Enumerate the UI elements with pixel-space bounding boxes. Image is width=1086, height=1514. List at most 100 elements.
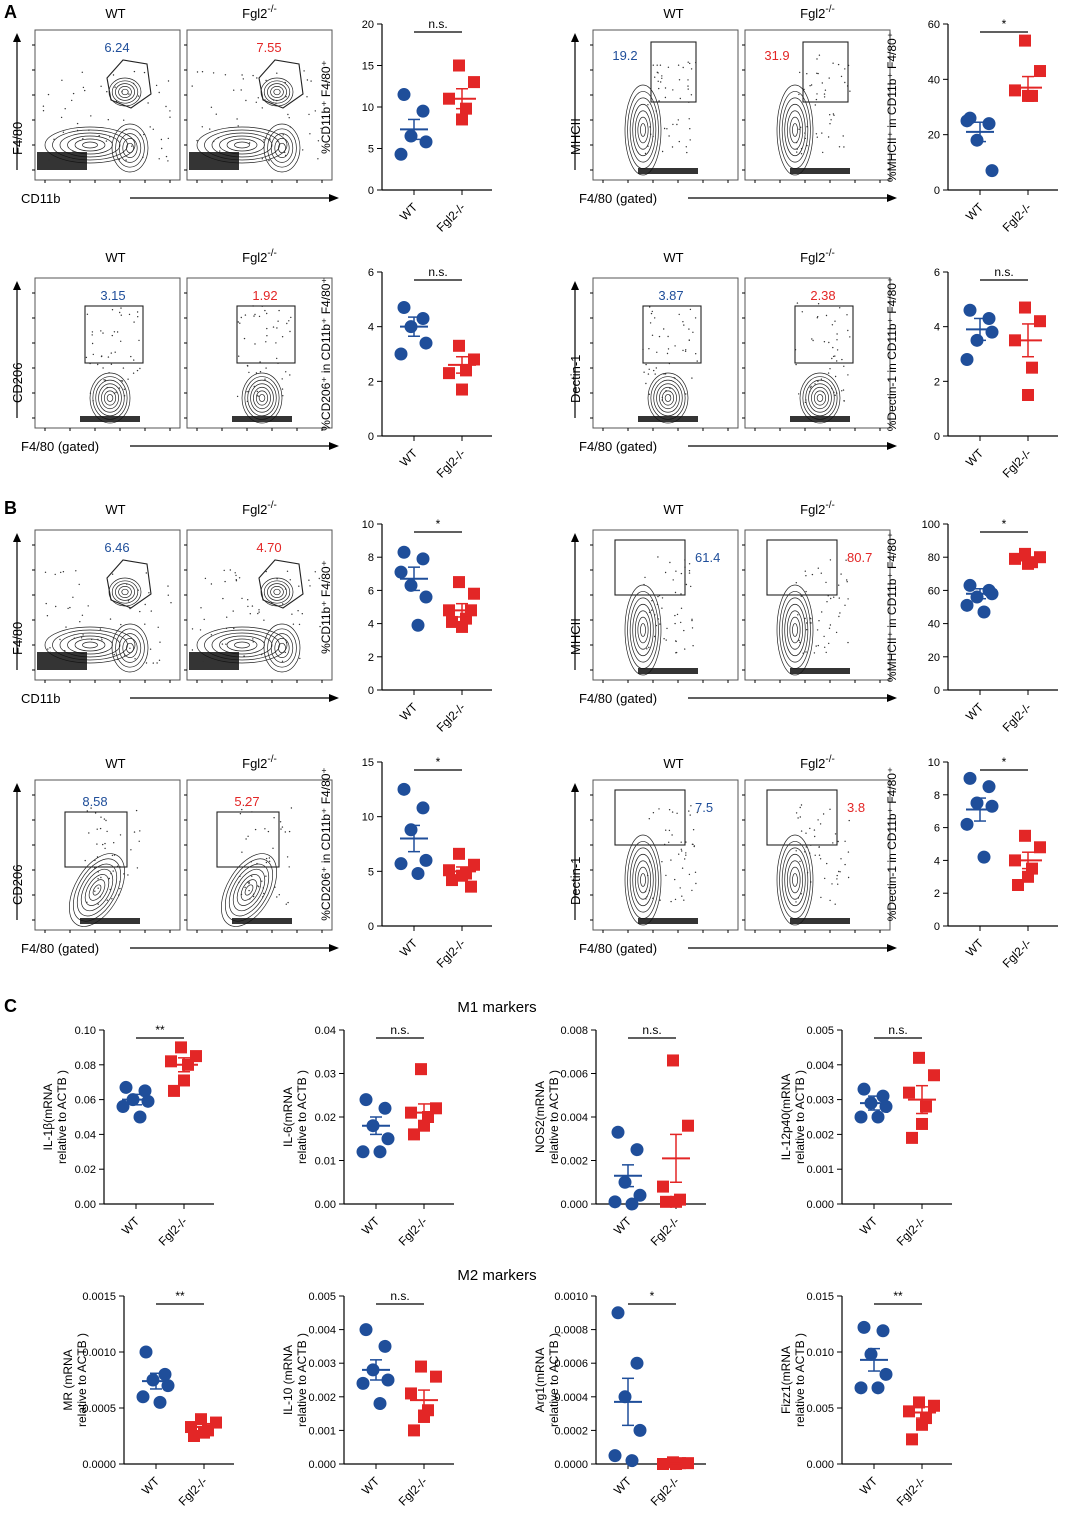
event-dot — [687, 79, 689, 81]
wt-data-point — [359, 1323, 373, 1337]
event-dot — [46, 615, 49, 617]
event-dot — [120, 307, 122, 309]
x-category-label: WT — [397, 700, 421, 724]
event-dot — [94, 812, 97, 814]
ko-data-point — [667, 1054, 679, 1067]
y-tick-label: 2 — [934, 888, 940, 900]
event-dot — [688, 810, 690, 812]
event-dot — [809, 85, 811, 87]
event-dot — [272, 99, 275, 101]
event-dot — [817, 567, 819, 569]
event-dot — [263, 619, 265, 621]
event-dot — [279, 821, 282, 823]
event-dot — [836, 360, 838, 362]
population-contour — [624, 84, 662, 176]
event-dot — [62, 131, 65, 133]
gate-percent-wt: 6.24 — [104, 40, 129, 55]
event-dot — [682, 321, 684, 323]
event-dot — [47, 648, 49, 650]
population-contour — [74, 138, 106, 152]
event-dot — [119, 887, 121, 890]
event-dot — [672, 123, 674, 126]
y-axis-label-line2: relative to ACTB ) — [547, 1070, 561, 1164]
event-dot — [668, 135, 670, 137]
event-dot — [201, 71, 204, 73]
x-axis-label: F4/80 (gated) — [579, 691, 657, 706]
ko-data-point — [657, 1180, 669, 1193]
event-dot — [661, 399, 663, 401]
event-dot — [799, 641, 801, 644]
significance-label: * — [1002, 755, 1007, 769]
event-dot — [800, 804, 803, 806]
y-tick-label: 4 — [934, 322, 940, 334]
event-dot — [820, 896, 822, 899]
event-dot — [111, 573, 114, 575]
event-dot — [262, 896, 264, 898]
y-tick-label: 0.008 — [560, 1025, 588, 1037]
event-dot — [839, 871, 841, 873]
event-dot — [144, 603, 146, 606]
event-dot — [258, 611, 260, 613]
event-dot — [820, 378, 823, 380]
gate-rectangle — [64, 811, 128, 868]
event-dot — [805, 832, 807, 834]
event-dot — [833, 391, 835, 394]
event-dot — [289, 126, 292, 128]
event-dot — [656, 351, 658, 353]
significance-label: ** — [155, 1023, 165, 1037]
x-category-label: WT — [139, 1474, 163, 1498]
event-dot — [684, 648, 686, 650]
event-dot — [651, 600, 653, 602]
event-dot — [127, 378, 129, 380]
event-dot — [645, 898, 647, 900]
event-dot — [54, 573, 56, 576]
event-dot — [289, 579, 291, 581]
event-dot — [139, 367, 141, 370]
event-dot — [203, 618, 205, 621]
event-dot — [262, 887, 264, 889]
event-dot — [76, 122, 79, 125]
y-tick-label: 0.015 — [806, 1291, 834, 1303]
y-tick-label: 0.000 — [560, 1199, 588, 1211]
event-dot — [72, 596, 74, 598]
wt-data-point — [373, 1397, 387, 1411]
gate-rectangle — [642, 305, 702, 364]
y-tick-label: 0.003 — [806, 1095, 834, 1107]
gate-rectangle — [802, 41, 849, 103]
event-dot — [191, 649, 194, 651]
population-contour — [95, 379, 125, 417]
fgl2-superscript: -/- — [267, 500, 276, 511]
event-dot — [263, 892, 265, 895]
event-dot — [817, 72, 819, 75]
y-axis-label: IL-12p40(mRNA — [779, 1074, 793, 1161]
event-dot — [94, 867, 96, 869]
event-dot — [675, 652, 677, 654]
event-dot — [234, 572, 236, 574]
event-dot — [818, 854, 821, 856]
event-dot — [686, 151, 688, 154]
event-dot — [800, 893, 802, 895]
event-dot — [147, 102, 149, 104]
event-dot — [829, 559, 832, 561]
event-dot — [800, 830, 803, 832]
event-dot — [651, 334, 654, 336]
event-dot — [289, 330, 291, 333]
event-dot — [805, 846, 807, 848]
event-dot — [308, 113, 310, 116]
event-dot — [196, 71, 199, 73]
wt-data-point — [982, 311, 996, 325]
y-tick-label: 0.004 — [308, 1325, 336, 1337]
event-dot — [829, 368, 831, 370]
event-dot — [695, 353, 697, 355]
event-dot — [800, 153, 803, 155]
gate-percent-wt: 61.4 — [695, 550, 720, 565]
x-category-label: Fgl2-/- — [1000, 200, 1034, 234]
event-dot — [212, 72, 215, 74]
event-dot — [671, 811, 674, 813]
event-dot — [278, 894, 280, 896]
event-dot — [831, 883, 833, 885]
event-dot — [246, 364, 249, 367]
ko-data-point — [408, 1424, 420, 1437]
event-dot — [257, 395, 259, 397]
event-dot — [253, 385, 255, 388]
